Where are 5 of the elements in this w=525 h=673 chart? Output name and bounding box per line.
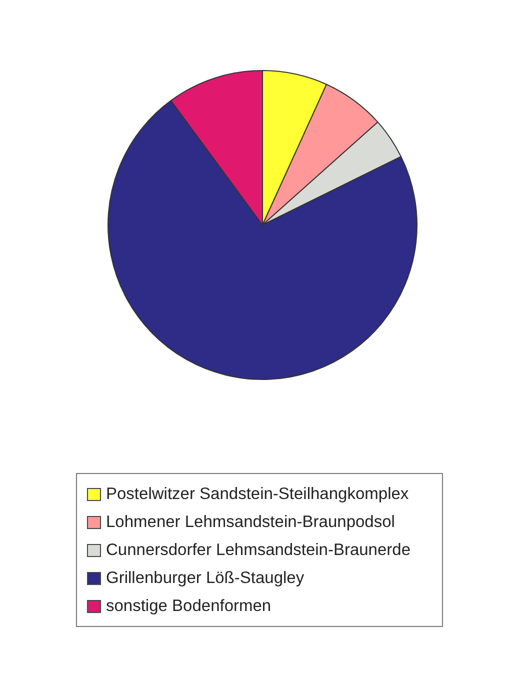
legend-label: Cunnersdorfer Lehmsandstein-Braunerde [106,540,411,560]
legend-label: Grillenburger Löß-Staugley [106,568,304,588]
legend-label: sonstige Bodenformen [106,596,272,616]
legend-label: Postelwitzer Sandstein-Steilhangkomplex [106,484,409,504]
legend-label: Lohmener Lehmsandstein-Braunpodsol [106,512,395,532]
